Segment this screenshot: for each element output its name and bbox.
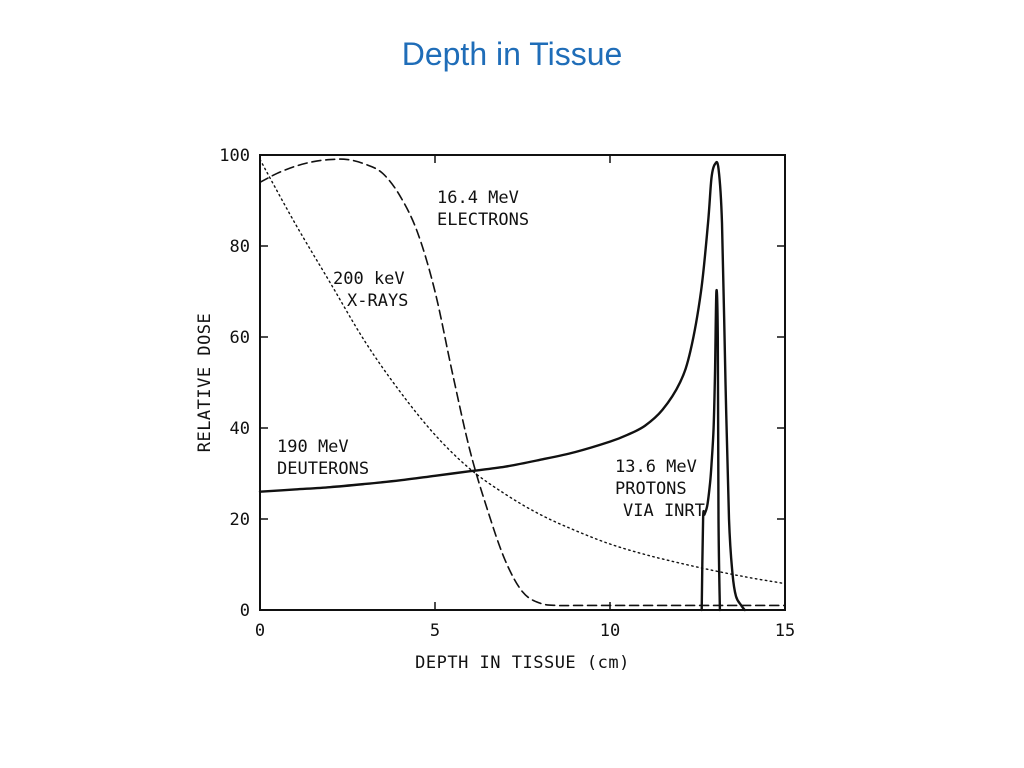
axis-ticks: 0 5 10 15 0 20 40 60 80 100 bbox=[219, 146, 795, 641]
series-label-line: VIA INRT bbox=[623, 501, 705, 521]
y-tick-label: 0 bbox=[240, 601, 250, 621]
y-tick-label: 40 bbox=[230, 419, 250, 439]
series-label-line: ELECTRONS bbox=[437, 210, 529, 230]
slide-title: Depth in Tissue bbox=[401, 36, 623, 72]
x-axis-title: DEPTH IN TISSUE (cm) bbox=[415, 653, 630, 673]
series-label-line: 190 MeV bbox=[277, 437, 349, 457]
series-label-line: DEUTERONS bbox=[277, 459, 369, 479]
series-layer bbox=[258, 158, 786, 612]
series-line-2 bbox=[259, 158, 786, 607]
y-tick-label: 100 bbox=[219, 146, 250, 166]
series-label-line: 13.6 MeV bbox=[615, 457, 697, 477]
plot-border bbox=[259, 154, 786, 611]
y-tick-label: 20 bbox=[230, 510, 250, 530]
series-label-line: X-RAYS bbox=[347, 291, 408, 311]
x-tick-label: 15 bbox=[775, 621, 795, 641]
x-tick-label: 0 bbox=[255, 621, 265, 641]
x-tick-label: 5 bbox=[430, 621, 440, 641]
y-tick-label: 80 bbox=[230, 237, 250, 257]
y-axis-title: RELATIVE DOSE bbox=[195, 313, 215, 453]
y-tick-label: 60 bbox=[230, 328, 250, 348]
plot-frame bbox=[259, 154, 786, 611]
series-label-line: 16.4 MeV bbox=[437, 188, 519, 208]
series-line-3 bbox=[259, 158, 786, 585]
series-label-line: PROTONS bbox=[615, 479, 687, 499]
series-line-1 bbox=[700, 288, 722, 612]
series-line-0 bbox=[258, 160, 746, 612]
series-label-line: 200 keV bbox=[333, 269, 405, 289]
x-tick-label: 10 bbox=[600, 621, 620, 641]
